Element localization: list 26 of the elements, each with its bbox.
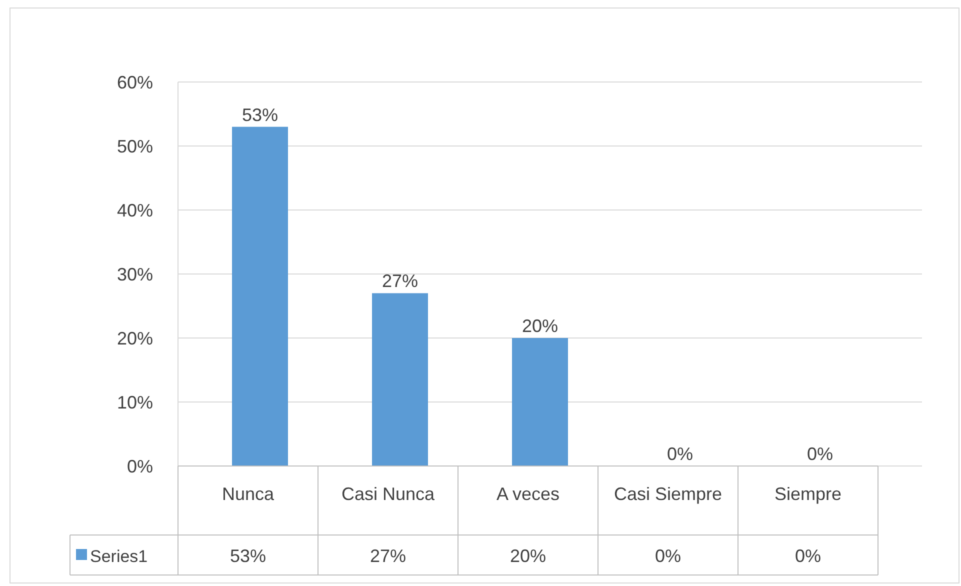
bar xyxy=(232,126,288,466)
y-tick-label: 0% xyxy=(126,456,153,476)
y-tick-label: 10% xyxy=(116,392,153,412)
data-label: 53% xyxy=(230,546,266,566)
legend-label: Series1 xyxy=(90,547,148,566)
text: 27% xyxy=(382,271,418,292)
x-tick-label: Siempre xyxy=(774,484,842,504)
x-tick-label: Casi Nunca xyxy=(341,484,436,504)
text: 0% xyxy=(666,444,694,464)
text: 0% xyxy=(806,444,834,464)
y-tick-label: 20% xyxy=(116,328,153,348)
text: 20% xyxy=(522,316,558,336)
bar xyxy=(512,338,568,466)
bar xyxy=(372,293,428,466)
y-tick-label: 50% xyxy=(116,136,153,156)
x-tick-label: A veces xyxy=(496,484,560,504)
x-tick-label: Casi Siempre xyxy=(614,484,722,504)
text: 53% xyxy=(242,104,278,125)
y-tick-label: 60% xyxy=(116,72,153,92)
data-label: 0% xyxy=(654,546,682,566)
data-label: 20% xyxy=(510,546,546,566)
y-tick-label: 40% xyxy=(116,200,153,220)
x-tick-label: Nunca xyxy=(222,484,276,504)
data-label: 0% xyxy=(794,546,822,566)
y-tick-label: 30% xyxy=(116,264,153,284)
data-label: 27% xyxy=(370,546,406,566)
